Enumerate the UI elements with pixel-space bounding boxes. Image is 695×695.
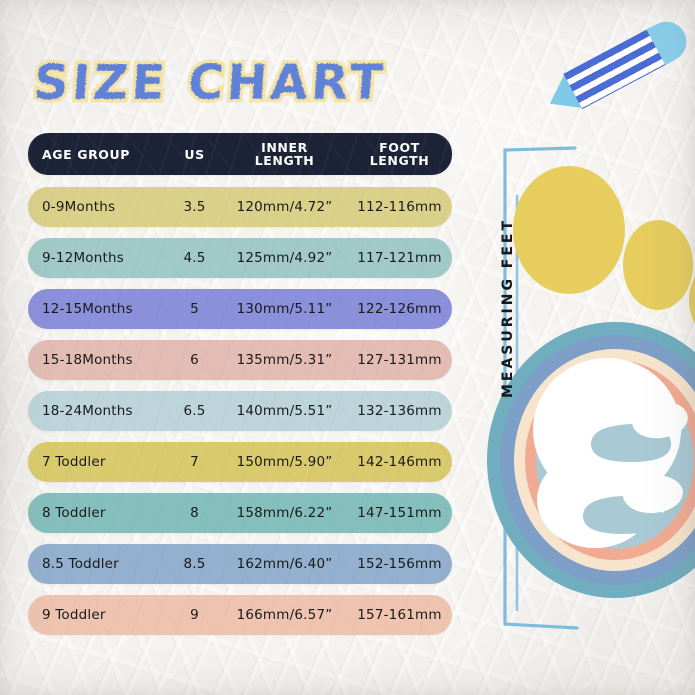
table-row: 8.5 Toddler 8.5 162mm/6.40” 152-156mm — [28, 544, 452, 584]
column-header-age-group: AGE GROUP — [42, 146, 131, 162]
column-header-foot-length: FOOT LENGTH — [369, 140, 430, 168]
cell-foot-length: 147-151mm — [357, 505, 442, 521]
cell-foot-length: 117-121mm — [357, 250, 442, 266]
cell-inner-length: 135mm/5.31” — [236, 352, 333, 368]
cell-age-group: 0-9Months — [42, 199, 116, 215]
cell-us: 4.5 — [183, 250, 206, 266]
toe-large-icon — [513, 166, 625, 294]
cell-age-group: 8.5 Toddler — [42, 556, 119, 572]
size-chart-table: AGE GROUP US INNER LENGTH FOOT LENGTH 0-… — [28, 133, 452, 646]
cell-us: 8 — [190, 505, 199, 521]
cell-us: 6.5 — [183, 403, 206, 419]
cell-age-group: 9-12Months — [42, 250, 124, 266]
cell-foot-length: 157-161mm — [357, 607, 442, 623]
table-row: 9-12Months 4.5 125mm/4.92” 117-121mm — [28, 238, 452, 278]
cell-foot-length: 152-156mm — [357, 556, 442, 572]
table-row: 18-24Months 6.5 140mm/5.51” 132-136mm — [28, 391, 452, 431]
cell-age-group: 7 Toddler — [42, 454, 106, 470]
cell-us: 9 — [190, 607, 199, 623]
toe-medium-icon — [623, 220, 693, 310]
cell-foot-length: 132-136mm — [357, 403, 442, 419]
cell-us: 8.5 — [183, 556, 206, 572]
cell-inner-length: 120mm/4.72” — [236, 199, 333, 215]
table-row: 9 Toddler 9 166mm/6.57” 157-161mm — [28, 595, 452, 635]
table-row: 0-9Months 3.5 120mm/4.72” 112-116mm — [28, 187, 452, 227]
cell-us: 3.5 — [183, 199, 206, 215]
cell-foot-length: 112-116mm — [357, 199, 442, 215]
cell-age-group: 9 Toddler — [42, 607, 106, 623]
measuring-feet-illustration: MEASURING FEET — [455, 0, 695, 695]
cell-inner-length: 130mm/5.11” — [236, 301, 333, 317]
cell-age-group: 8 Toddler — [42, 505, 106, 521]
cell-inner-length: 140mm/5.51” — [236, 403, 333, 419]
table-header-row: AGE GROUP US INNER LENGTH FOOT LENGTH — [28, 133, 452, 175]
table-body: 0-9Months 3.5 120mm/4.72” 112-116mm 9-12Mont… — [28, 187, 452, 635]
foot-and-ruler-art — [487, 146, 695, 630]
cell-foot-length: 127-131mm — [357, 352, 442, 368]
footprint-white-toes — [623, 401, 688, 514]
cell-inner-length: 162mm/6.40” — [236, 556, 333, 572]
cell-inner-length: 150mm/5.90” — [236, 454, 333, 470]
cell-inner-length: 166mm/6.57” — [236, 607, 333, 623]
table-row: 12-15Months 5 130mm/5.11” 122-126mm — [28, 289, 452, 329]
cell-age-group: 15-18Months — [42, 352, 133, 368]
column-header-us: US — [184, 146, 205, 162]
cell-us: 7 — [190, 454, 199, 470]
table-row: 7 Toddler 7 150mm/5.90” 142-146mm — [28, 442, 452, 482]
cell-age-group: 12-15Months — [42, 301, 133, 317]
cell-inner-length: 158mm/6.22” — [236, 505, 333, 521]
column-header-inner-length: INNER LENGTH — [254, 140, 315, 168]
table-row: 8 Toddler 8 158mm/6.22” 147-151mm — [28, 493, 452, 533]
cell-us: 5 — [190, 301, 199, 317]
cell-age-group: 18-24Months — [42, 403, 133, 419]
cell-us: 6 — [190, 352, 199, 368]
cell-foot-length: 122-126mm — [357, 301, 442, 317]
toe-small-icon — [689, 276, 695, 324]
table-row: 15-18Months 6 135mm/5.31” 127-131mm — [28, 340, 452, 380]
cell-inner-length: 125mm/4.92” — [236, 250, 333, 266]
cell-foot-length: 142-146mm — [357, 454, 442, 470]
